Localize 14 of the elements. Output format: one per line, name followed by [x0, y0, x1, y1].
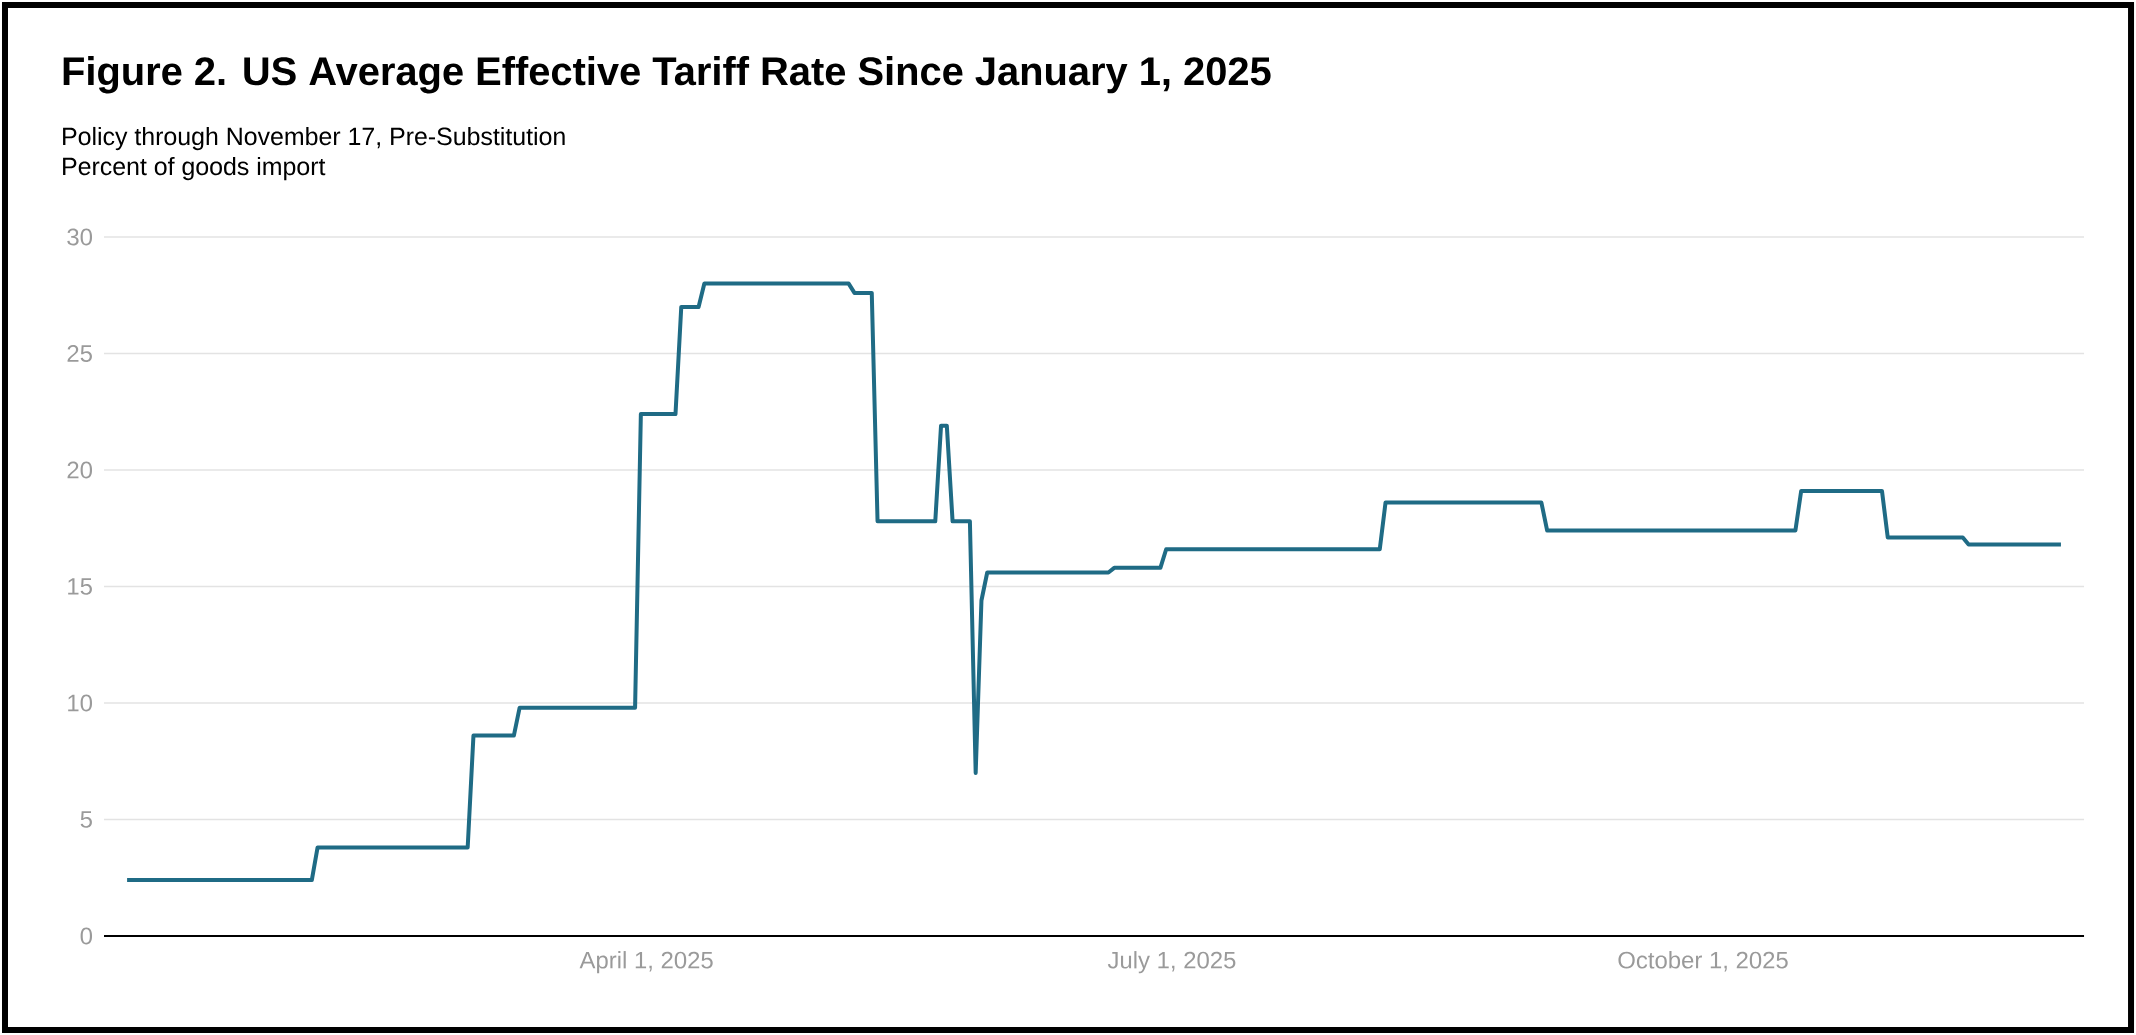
- x-tick-label: April 1, 2025: [579, 951, 713, 974]
- chart-title: Figure 2. US Average Effective Tariff Rate Since January 1, 2025: [63, 56, 1271, 94]
- y-tick-label: 5: [80, 811, 92, 828]
- x-tick-label: October 1, 2025: [1618, 951, 1788, 972]
- y-tick-label: 20: [67, 461, 93, 479]
- y-tick-label: 15: [68, 578, 92, 595]
- chart-subtitle: Policy through November 17, Pre-Substitution: [63, 126, 565, 151]
- y-tick-label: 25: [67, 345, 92, 362]
- y-tick-label: 0: [80, 927, 93, 945]
- y-tick-label: 10: [68, 694, 93, 712]
- line-series: [125, 281, 2063, 883]
- x-tick-label: July 1, 2025: [1107, 951, 1236, 974]
- y-axis-title: Percent of goods import: [63, 156, 326, 181]
- y-tick-label: 30: [67, 228, 93, 246]
